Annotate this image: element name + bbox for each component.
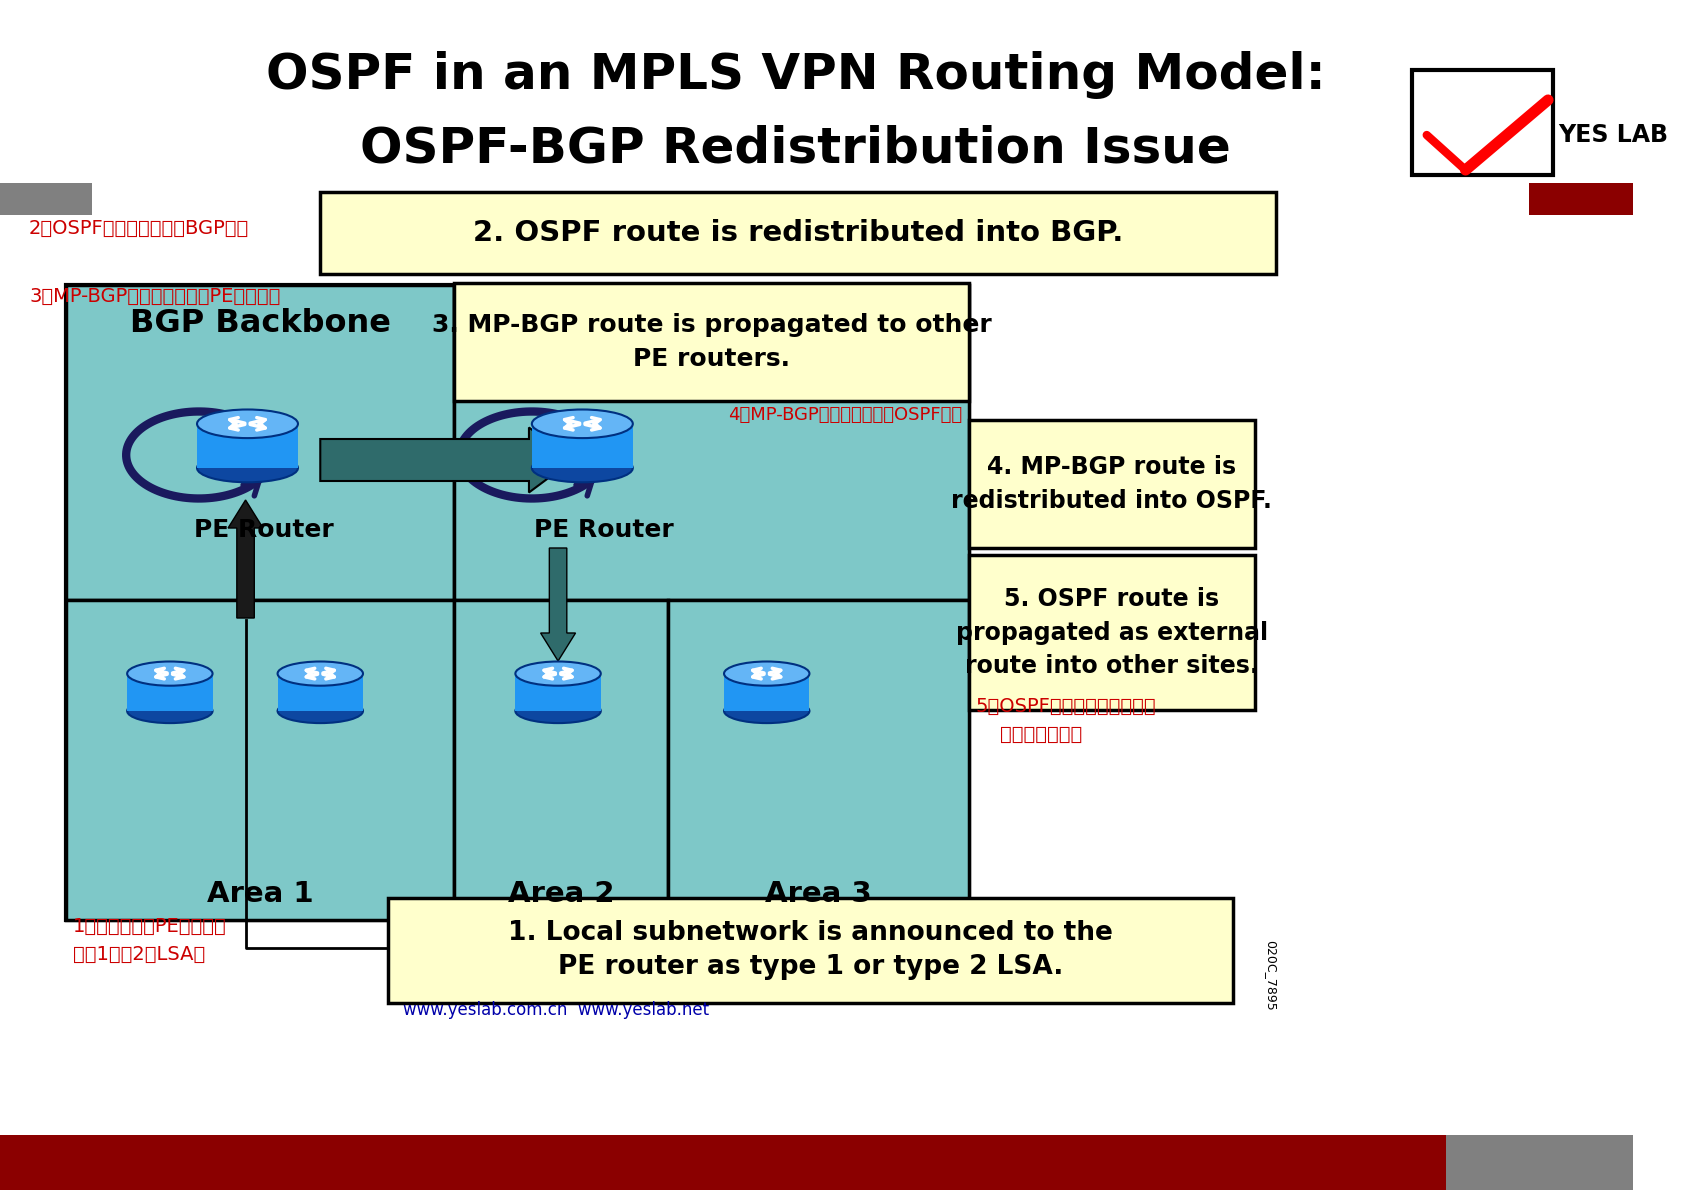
Ellipse shape [197,409,298,438]
FancyBboxPatch shape [454,600,668,920]
FancyBboxPatch shape [66,284,454,600]
FancyBboxPatch shape [197,424,298,468]
Ellipse shape [278,699,363,724]
FancyBboxPatch shape [532,424,632,468]
Ellipse shape [128,662,212,685]
Text: 2、OSPF路由重新分配到BGP中。: 2、OSPF路由重新分配到BGP中。 [29,219,249,238]
Text: 3. MP-BGP route is propagated to other
PE routers.: 3. MP-BGP route is propagated to other P… [431,313,991,371]
FancyBboxPatch shape [515,674,600,710]
Ellipse shape [128,699,212,724]
Ellipse shape [532,409,632,438]
Text: OSPF in an MPLS VPN Routing Model:: OSPF in an MPLS VPN Routing Model: [266,51,1325,99]
Text: Area 3: Area 3 [764,879,871,908]
Text: Area 1: Area 1 [207,879,313,908]
FancyBboxPatch shape [389,898,1231,1003]
Bar [0,1135,1445,1190]
FancyBboxPatch shape [1411,70,1552,175]
Text: 1. Local subnetwork is announced to the
PE router as type 1 or type 2 LSA.: 1. Local subnetwork is announced to the … [508,921,1112,981]
Text: 5. OSPF route is
propagated as external
route into other sites.: 5. OSPF route is propagated as external … [955,587,1267,678]
FancyBboxPatch shape [66,600,454,920]
FancyArrow shape [540,549,575,660]
Ellipse shape [515,662,600,685]
Ellipse shape [532,453,632,482]
Text: 5、OSPF路由作为外部路由传
    播到其他站点。: 5、OSPF路由作为外部路由传 播到其他站点。 [976,696,1156,744]
FancyBboxPatch shape [723,674,809,710]
Ellipse shape [515,699,600,724]
FancyBboxPatch shape [320,192,1275,274]
FancyBboxPatch shape [454,284,969,600]
Text: 3、MP-BGP路由传播到其他PE路由器。: 3、MP-BGP路由传播到其他PE路由器。 [29,287,281,306]
FancyBboxPatch shape [128,674,212,710]
FancyBboxPatch shape [969,420,1255,549]
Text: www.yeslab.com.cn  www.yeslab.net: www.yeslab.com.cn www.yeslab.net [402,1001,708,1019]
Text: Area 2: Area 2 [508,879,614,908]
Text: BGP Backbone: BGP Backbone [130,307,390,338]
FancyBboxPatch shape [278,674,363,710]
Text: YES LAB: YES LAB [1558,123,1667,148]
FancyArrow shape [320,427,572,493]
Text: PE Router: PE Router [193,518,333,541]
Text: 1、本地子网向PE路由器通
告为1型或2型LSA。: 1、本地子网向PE路由器通 告为1型或2型LSA。 [72,916,227,964]
Text: OSPF-BGP Redistribution Issue: OSPF-BGP Redistribution Issue [360,124,1231,173]
Text: 4、MP-BGP路由重新分配到OSPF中。: 4、MP-BGP路由重新分配到OSPF中。 [728,406,962,424]
Ellipse shape [197,453,298,482]
Ellipse shape [723,699,809,724]
Ellipse shape [278,662,363,685]
Text: 020C_7895: 020C_7895 [1263,940,1277,1010]
FancyArrow shape [229,500,262,618]
FancyBboxPatch shape [454,283,969,401]
Ellipse shape [723,662,809,685]
Text: PE Router: PE Router [533,518,673,541]
Bar [1445,1135,1633,1190]
Text: 4. MP-BGP route is
redistributed into OSPF.: 4. MP-BGP route is redistributed into OS… [950,456,1272,513]
Text: 2. OSPF route is redistributed into BGP.: 2. OSPF route is redistributed into BGP. [473,219,1124,248]
Bar [1527,183,1633,215]
Bar [0,183,93,215]
FancyBboxPatch shape [969,555,1255,710]
FancyBboxPatch shape [66,284,969,920]
FancyBboxPatch shape [668,600,969,920]
